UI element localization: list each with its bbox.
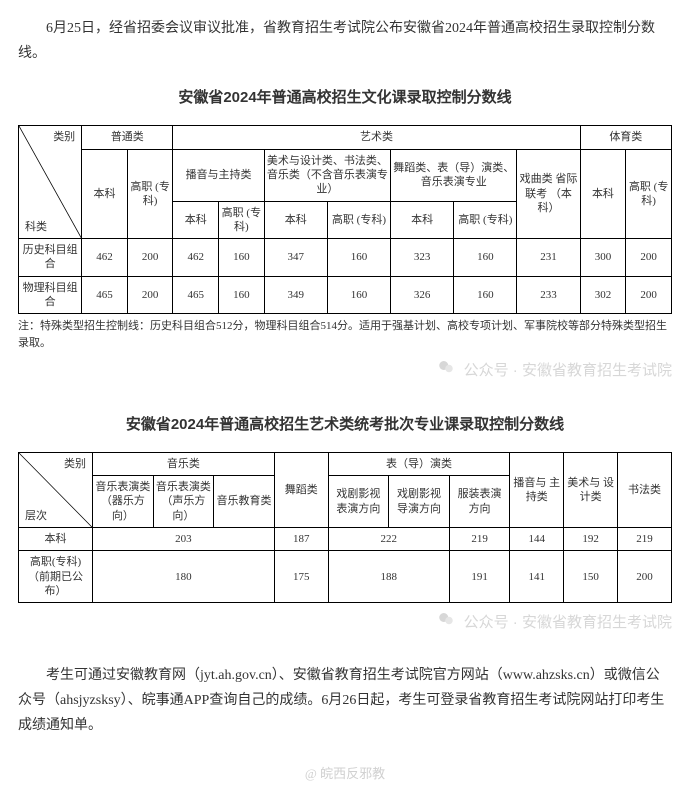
a1-gz: 高职 (专科) — [219, 201, 265, 239]
watermark-1: 公众号 · 安徽省教育招生考试院 — [18, 357, 672, 385]
music-sub2: 音乐表演类 （声乐方向） — [153, 476, 214, 528]
col-bk: 本科 — [82, 149, 128, 238]
cell: 219 — [449, 528, 510, 551]
watermark-2: 公众号 · 安徽省教育招生考试院 — [18, 609, 672, 637]
cell: 160 — [219, 239, 265, 277]
a2-bk: 本科 — [264, 201, 327, 239]
table1-title: 安徽省2024年普通高校招生文化课录取控制分数线 — [18, 84, 672, 111]
col-design: 美术与 设计类 — [564, 452, 618, 527]
cell: 326 — [391, 276, 454, 314]
cell: 144 — [510, 528, 564, 551]
outro-paragraph: 考生可通过安徽教育网（jyt.ah.gov.cn）、安徽省教育招生考试院官方网站… — [18, 663, 672, 739]
cell: 188 — [328, 551, 449, 603]
cell: 231 — [517, 239, 580, 277]
cell: 323 — [391, 239, 454, 277]
cell: 141 — [510, 551, 564, 603]
cell: 200 — [626, 239, 672, 277]
cell: 300 — [580, 239, 626, 277]
cell: 200 — [618, 551, 672, 603]
table1: 类别 科类 普通类 艺术类 体育类 本科 高职 (专科) 播音与主持类 美术与设… — [18, 125, 672, 314]
cell: 347 — [264, 239, 327, 277]
a3-bk: 本科 — [391, 201, 454, 239]
cell: 191 — [449, 551, 510, 603]
diag-label-top: 类别 — [53, 130, 75, 144]
cell: 465 — [82, 276, 128, 314]
wechat-icon — [437, 358, 455, 385]
bottom-watermark: @ 皖西反邪教 — [18, 762, 672, 785]
col-perform: 表（导）演类 — [328, 452, 510, 475]
row-label: 物理科目组合 — [19, 276, 82, 314]
cell: 233 — [517, 276, 580, 314]
table1-note: 注：特殊类型招生控制线：历史科目组合512分，物理科目组合514分。适用于强基计… — [18, 318, 672, 351]
col-art: 艺术类 — [173, 126, 580, 149]
wm-prefix: 公众号 · — [464, 362, 518, 379]
a2-gz: 高职 (专科) — [327, 201, 390, 239]
cell: 160 — [219, 276, 265, 314]
col-calli: 书法类 — [618, 452, 672, 527]
col-music: 音乐类 — [93, 452, 275, 475]
cell: 200 — [626, 276, 672, 314]
cell: 175 — [274, 551, 328, 603]
cell: 160 — [454, 239, 517, 277]
row-label: 高职(专科) （前期已公布） — [19, 551, 93, 603]
wm-name: 安徽省教育招生考试院 — [522, 362, 672, 379]
cell: 203 — [93, 528, 275, 551]
col-pe: 体育类 — [580, 126, 671, 149]
cell: 160 — [327, 239, 390, 277]
art-sub1: 播音与主持类 — [173, 149, 264, 201]
cell: 187 — [274, 528, 328, 551]
table2-diag-header: 类别 层次 — [19, 452, 93, 527]
cell: 180 — [93, 551, 275, 603]
row-label: 本科 — [19, 528, 93, 551]
perf-sub2: 戏剧影视 导演方向 — [389, 476, 450, 528]
perf-sub3: 服装表演 方向 — [449, 476, 510, 528]
cell: 222 — [328, 528, 449, 551]
music-sub1: 音乐表演类 （器乐方向） — [93, 476, 154, 528]
diag2-top: 类别 — [64, 457, 86, 471]
cell: 462 — [173, 239, 219, 277]
cell: 349 — [264, 276, 327, 314]
art-sub2: 美术与设计类、书法类、 音乐类（不含音乐表演专业） — [264, 149, 390, 201]
table-row: 历史科目组合 462 200 462 160 347 160 323 160 2… — [19, 239, 672, 277]
col-general: 普通类 — [82, 126, 173, 149]
row-label: 历史科目组合 — [19, 239, 82, 277]
intro-paragraph: 6月25日，经省招委会议审议批准，省教育招生考试院公布安徽省2024年普通高校招… — [18, 16, 672, 66]
perf-sub1: 戏剧影视 表演方向 — [328, 476, 389, 528]
cell: 465 — [173, 276, 219, 314]
table-row: 物理科目组合 465 200 465 160 349 160 326 160 2… — [19, 276, 672, 314]
art-sub3: 舞蹈类、表（导）演类、 音乐表演专业 — [391, 149, 517, 201]
table-row: 本科 203 187 222 219 144 192 219 — [19, 528, 672, 551]
wm-name: 安徽省教育招生考试院 — [522, 614, 672, 631]
cell: 302 — [580, 276, 626, 314]
wm-prefix: 公众号 · — [464, 614, 518, 631]
table1-diag-header: 类别 科类 — [19, 126, 82, 239]
cell: 150 — [564, 551, 618, 603]
cell: 200 — [127, 239, 173, 277]
music-sub3: 音乐教育类 — [214, 476, 275, 528]
a3-gz: 高职 (专科) — [454, 201, 517, 239]
cell: 462 — [82, 239, 128, 277]
cell: 219 — [618, 528, 672, 551]
art-sub4: 戏曲类 省际联考 （本科） — [517, 149, 580, 238]
cell: 192 — [564, 528, 618, 551]
cell: 200 — [127, 276, 173, 314]
diag2-bottom: 层次 — [25, 509, 47, 523]
pe-gz: 高职 (专科) — [626, 149, 672, 238]
col-broadcast: 播音与 主持类 — [510, 452, 564, 527]
cell: 160 — [327, 276, 390, 314]
table2-title: 安徽省2024年普通高校招生艺术类统考批次专业课录取控制分数线 — [18, 411, 672, 438]
col-dance: 舞蹈类 — [274, 452, 328, 527]
wechat-icon — [437, 610, 455, 637]
diag-label-bottom: 科类 — [25, 220, 47, 234]
table-row: 高职(专科) （前期已公布） 180 175 188 191 141 150 2… — [19, 551, 672, 603]
pe-bk: 本科 — [580, 149, 626, 238]
col-gz: 高职 (专科) — [127, 149, 173, 238]
table2: 类别 层次 音乐类 舞蹈类 表（导）演类 播音与 主持类 美术与 设计类 书法类… — [18, 452, 672, 603]
cell: 160 — [454, 276, 517, 314]
a1-bk: 本科 — [173, 201, 219, 239]
